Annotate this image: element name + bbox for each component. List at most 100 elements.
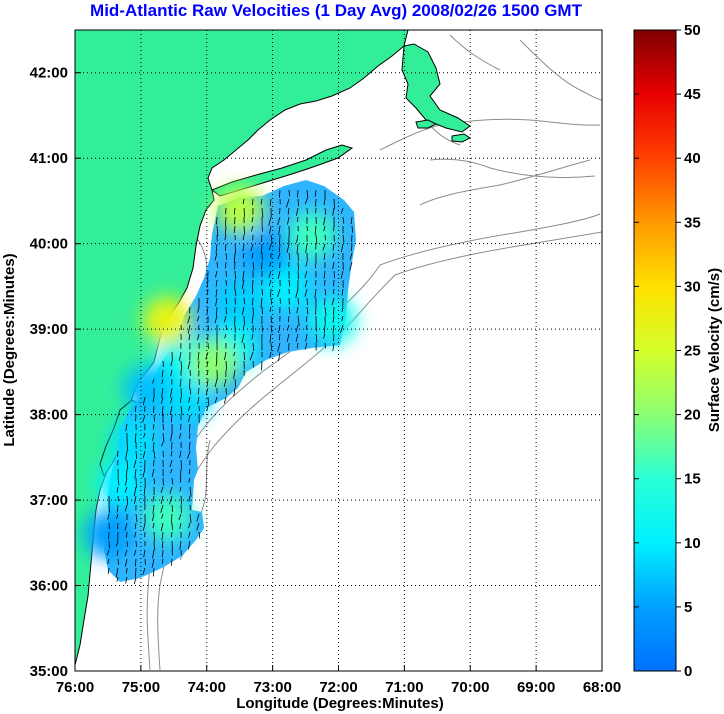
velocity-vector: [161, 513, 164, 519]
colorbar-label: Surface Velocity (cm/s): [706, 268, 723, 432]
velocity-vector: [269, 225, 272, 235]
velocity-vector: [305, 315, 308, 323]
velocity-vector: [115, 567, 119, 578]
velocity-vector: [234, 288, 237, 297]
velocity-vector: [160, 486, 164, 494]
velocity-vector: [225, 360, 228, 371]
velocity-vector: [288, 306, 291, 315]
velocity-vector: [205, 351, 209, 360]
velocity-vector: [142, 414, 146, 423]
velocity-vector: [224, 234, 227, 241]
velocity-vector: [269, 333, 272, 343]
velocity-vector: [224, 243, 227, 252]
velocity-vector: [126, 441, 129, 452]
velocity-vector: [189, 513, 192, 524]
velocity-vector: [161, 540, 164, 549]
velocity-vector: [117, 477, 120, 486]
velocity-vector: [288, 315, 290, 323]
velocity-vector: [197, 315, 200, 322]
velocity-vector: [243, 207, 245, 217]
velocity-vector: [170, 450, 173, 457]
velocity-vector: [277, 270, 281, 279]
velocity-vector: [242, 198, 245, 205]
velocity-vector: [349, 261, 353, 271]
velocity-vector: [142, 522, 146, 531]
y-tick-label: 37:00: [30, 492, 68, 509]
velocity-vector: [124, 558, 128, 567]
colorbar: 0 5 10 15 20 25 30 35 40 45 50 Surface Velocity (c…: [633, 22, 723, 680]
velocity-vector: [107, 558, 110, 565]
velocity-vector: [250, 243, 254, 252]
velocity-vector: [153, 450, 156, 459]
velocity-vector: [223, 315, 227, 323]
velocity-vector: [133, 549, 137, 556]
velocity-vector: [297, 315, 300, 326]
velocity-vector: [270, 234, 273, 244]
velocity-vector: [252, 342, 255, 351]
velocity-vector: [225, 252, 228, 260]
velocity-vector: [323, 216, 326, 226]
velocity-vector: [288, 252, 291, 260]
speed-patch: [242, 228, 291, 277]
velocity-vector: [323, 252, 326, 260]
velocity-vector: [215, 279, 218, 287]
velocity-vector: [225, 261, 227, 269]
velocity-vector: [125, 576, 128, 584]
velocity-vector: [117, 522, 119, 530]
velocity-vector: [269, 198, 272, 207]
velocity-vector: [261, 360, 263, 371]
nantucket: [451, 133, 471, 143]
velocity-vector: [224, 396, 227, 404]
velocity-vector: [332, 261, 335, 270]
velocity-vector: [233, 369, 236, 379]
velocity-vector: [315, 234, 318, 245]
velocity-vector: [188, 540, 191, 550]
velocity-vector: [305, 324, 308, 330]
velocity-vector: [351, 225, 354, 233]
velocity-vector: [252, 261, 255, 271]
velocity-vector: [215, 306, 218, 317]
velocity-vector: [107, 567, 110, 574]
velocity-vector: [162, 549, 164, 558]
velocity-vector: [251, 315, 254, 324]
y-axis-ticks: 35:00 36:00 37:00 38:00 39:00 40:00 41:00 42:00: [30, 65, 81, 680]
colorbar-tick-label: 20: [684, 407, 701, 424]
speed-patch: [97, 458, 146, 507]
velocity-vector: [152, 567, 155, 577]
velocity-vector: [279, 297, 281, 304]
velocity-vector: [152, 396, 155, 403]
velocity-vector: [152, 423, 155, 430]
velocity-vector: [170, 513, 173, 524]
velocity-vector: [169, 495, 173, 505]
velocity-vector: [260, 198, 263, 205]
velocity-vector: [333, 279, 335, 287]
velocity-vector: [161, 441, 164, 447]
velocity-vector: [243, 225, 246, 235]
colorbar-tick-label: 0: [684, 663, 692, 680]
velocity-vector: [179, 378, 182, 388]
velocity-vector: [260, 243, 263, 254]
velocity-vector: [296, 234, 299, 243]
velocity-vector: [134, 531, 137, 538]
velocity-vector: [108, 504, 110, 513]
speed-patch: [143, 493, 192, 542]
velocity-vector: [277, 252, 281, 260]
velocity-vector: [170, 468, 173, 474]
velocity-vector: [214, 315, 218, 324]
velocity-vector: [214, 378, 218, 388]
velocity-vector: [323, 198, 326, 206]
velocity-vector: [331, 297, 335, 306]
map-title: Mid-Atlantic Raw Velocities (1 Day Avg) …: [90, 1, 583, 20]
velocity-vector: [342, 216, 345, 224]
lat-lon-grid: [75, 30, 602, 671]
velocity-vector: [216, 261, 218, 268]
velocity-vector: [314, 288, 317, 299]
velocity-vector: [295, 333, 299, 342]
velocity-vector: [215, 360, 218, 367]
velocity-vector: [323, 324, 326, 334]
velocity-vector: [261, 261, 263, 270]
velocity-vector: [251, 252, 254, 259]
velocity-vector: [188, 495, 191, 502]
velocity-vector: [135, 450, 138, 460]
velocity-vector: [242, 252, 245, 259]
